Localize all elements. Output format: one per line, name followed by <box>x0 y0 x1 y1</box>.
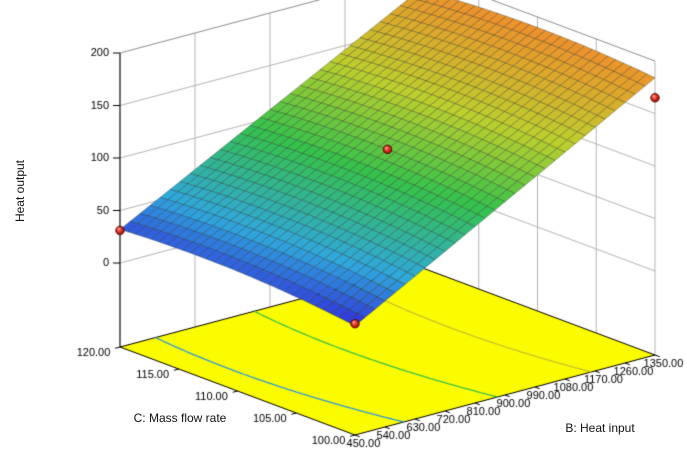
b-axis-title: B: Heat input <box>565 421 635 435</box>
z-axis-title: Heat output <box>13 159 27 223</box>
c-axis-title: C: Mass flow rate <box>133 411 227 425</box>
